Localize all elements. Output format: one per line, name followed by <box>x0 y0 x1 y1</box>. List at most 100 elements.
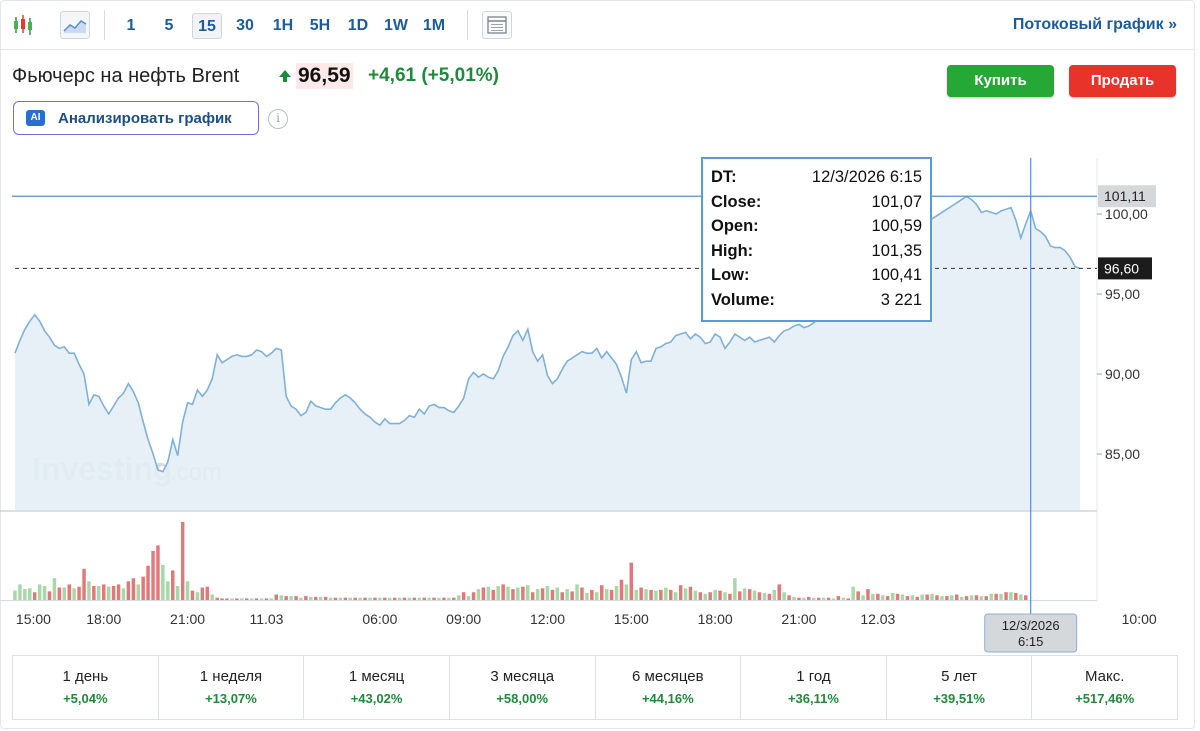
volume-bar <box>373 597 377 600</box>
period-performance-bar: 1 день +5,04% 1 неделя +13,07% 1 месяц +43,… <box>12 655 1178 720</box>
y-tick-label: 100,00 <box>1105 206 1148 222</box>
volume-bar <box>782 592 786 600</box>
volume-bar <box>930 593 934 600</box>
volume-bar <box>264 598 269 600</box>
x-tick-label: 15:00 <box>16 611 51 627</box>
volume-bar <box>383 597 387 600</box>
period-label: 6 месяцев <box>632 668 704 685</box>
volume-bar <box>595 592 599 600</box>
timeframe-15[interactable]: 15 <box>192 13 222 39</box>
volume-bar <box>747 589 752 600</box>
candlestick-chart-icon[interactable] <box>10 11 40 39</box>
period-change: +5,04% <box>63 691 108 706</box>
volume-bar <box>565 589 569 600</box>
volume-bar <box>959 596 964 600</box>
volume-bar <box>580 587 584 600</box>
volume-bar <box>555 587 560 600</box>
period-label: Макс. <box>1084 668 1125 685</box>
sell-button[interactable]: Продать <box>1069 65 1176 97</box>
volume-bar <box>762 593 767 600</box>
timeframe-1h[interactable]: 1H <box>272 17 294 34</box>
analyze-chart-button[interactable]: AI Анализировать график <box>13 101 259 135</box>
area-chart-icon[interactable] <box>60 11 90 39</box>
volume-bar <box>530 592 535 600</box>
volume-bar <box>486 586 491 600</box>
tooltip-label-volume: Volume: <box>711 290 775 309</box>
analyze-chart-label: Анализировать график <box>58 110 232 127</box>
timeframe-5h[interactable]: 5H <box>309 17 331 34</box>
volume-bar <box>392 597 397 600</box>
volume-bar <box>111 586 116 600</box>
volume-bar <box>989 593 993 600</box>
period-max[interactable]: Макс. +517,46% <box>1032 656 1177 719</box>
buy-button[interactable]: Купить <box>947 65 1054 97</box>
volume-bar <box>871 593 875 600</box>
volume-bar <box>950 595 954 600</box>
tooltip-label-dt: DT: <box>711 168 737 186</box>
timeframe-5[interactable]: 5 <box>164 17 174 34</box>
crosshair-time-label: 6:15 <box>1018 634 1043 649</box>
streaming-chart-link[interactable]: Потоковый график » <box>1012 16 1177 33</box>
volume-bar <box>37 584 42 600</box>
volume-bar <box>866 589 870 600</box>
period-3-months[interactable]: 3 месяца +58,00% <box>450 656 596 719</box>
volume-bar <box>141 576 145 600</box>
volume-bar <box>274 594 278 600</box>
volume-bar <box>102 584 106 600</box>
volume-bar <box>32 592 37 600</box>
price-change: +4,61 (+5,01%) <box>368 65 499 86</box>
timeframe-1w[interactable]: 1W <box>384 17 408 34</box>
volume-bar <box>846 598 850 600</box>
period-5-years[interactable]: 5 лет +39,51% <box>887 656 1033 719</box>
y-tick-label: 95,00 <box>1105 286 1140 302</box>
volume-bar <box>540 588 545 600</box>
toolbar-divider <box>467 10 468 40</box>
tooltip-value-dt: 12/3/2026 6:15 <box>811 168 922 186</box>
x-tick-label: 18:00 <box>86 611 121 627</box>
volume-bar <box>328 597 333 600</box>
timeframe-30[interactable]: 30 <box>236 17 254 34</box>
volume-bar <box>535 589 540 600</box>
volume-bar <box>442 597 446 600</box>
volume-bar <box>644 589 648 600</box>
period-1-year[interactable]: 1 год +36,11% <box>741 656 887 719</box>
timeframe-1m[interactable]: 1M <box>422 17 446 34</box>
volume-bar <box>974 595 979 600</box>
volume-bar <box>708 592 712 600</box>
volume-bar <box>900 594 905 600</box>
period-1-week[interactable]: 1 неделя +13,07% <box>159 656 305 719</box>
period-6-months[interactable]: 6 месяцев +44,16% <box>596 656 742 719</box>
volume-bar <box>190 590 195 600</box>
data-table-icon[interactable] <box>482 11 512 39</box>
volume-bar <box>585 593 589 600</box>
period-1-day[interactable]: 1 день +5,04% <box>13 656 159 719</box>
volume-bar <box>550 589 555 600</box>
tooltip-value-volume: 3 221 <box>880 290 922 309</box>
timeframe-1d[interactable]: 1D <box>347 17 369 34</box>
volume-bar <box>57 587 62 600</box>
volume-bar <box>664 587 668 600</box>
timeframe-1[interactable]: 1 <box>126 17 136 34</box>
info-icon[interactable]: i <box>268 109 288 129</box>
tooltip-label-close: Close: <box>711 192 762 211</box>
volume-bar <box>723 592 727 600</box>
volume-bar <box>42 586 47 600</box>
volume-bar <box>876 593 880 600</box>
volume-bar <box>304 596 308 600</box>
volume-bar <box>121 588 126 600</box>
volume-bar <box>545 586 550 600</box>
volume-bar <box>772 589 776 600</box>
volume-bar <box>575 584 579 600</box>
volume-bar <box>333 597 338 600</box>
volume-bar <box>432 597 436 600</box>
volume-bar <box>52 578 57 600</box>
crosshair-date-label: 12/3/2026 <box>1002 618 1060 633</box>
volume-bar <box>353 597 357 600</box>
volume-bar <box>683 588 688 600</box>
volume-bar <box>284 596 288 600</box>
period-1-month[interactable]: 1 месяц +43,02% <box>304 656 450 719</box>
volume-bar <box>171 570 175 600</box>
period-change: +39,51% <box>933 691 985 706</box>
volume-bar <box>634 589 638 600</box>
